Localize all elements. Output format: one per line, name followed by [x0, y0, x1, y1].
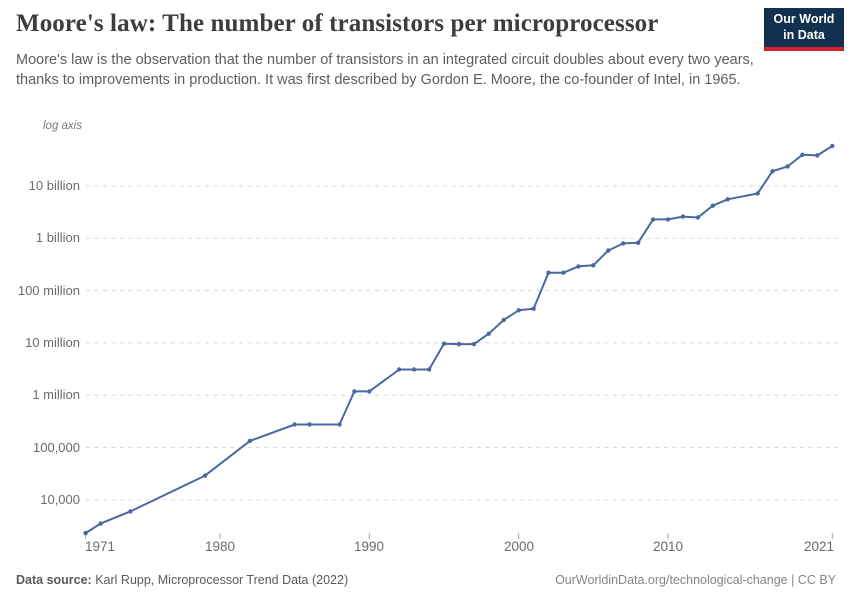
y-axis-labels: 10 billion 1 billion 100 million 10 million… [0, 0, 80, 560]
x-axis-label: 2000 [503, 539, 535, 554]
y-axis-label: 10,000 [40, 492, 80, 507]
data-point-2021[interactable] [830, 143, 835, 149]
data-point-2008[interactable] [635, 240, 641, 245]
owid-logo[interactable]: Our World in Data [764, 8, 844, 51]
data-point-2003[interactable] [561, 270, 566, 275]
footer-license-link[interactable]: OurWorldinData.org/technological-change … [555, 573, 836, 587]
data-point-2004[interactable] [576, 264, 581, 269]
data-source-label: Data source: [16, 573, 92, 587]
data-point-2006[interactable] [606, 248, 611, 253]
chart-subtitle: Moore's law is the observation that the … [16, 52, 754, 88]
data-point-2002[interactable] [546, 270, 551, 275]
data-point-1982[interactable] [247, 438, 253, 444]
data-point-2001[interactable] [531, 306, 536, 311]
data-point-2013[interactable] [710, 203, 715, 208]
data-point-1979[interactable] [202, 473, 208, 478]
y-axis-label: 10 million [25, 335, 80, 350]
data-point-2019[interactable] [800, 152, 805, 157]
data-point-1999[interactable] [501, 317, 506, 323]
data-point-2012[interactable] [695, 215, 701, 220]
data-point-2018[interactable] [785, 164, 790, 169]
data-point-1972[interactable] [98, 521, 103, 526]
x-axis-label: 1990 [353, 539, 385, 554]
log-axis-label: log axis [43, 120, 82, 132]
data-point-1988[interactable] [337, 422, 342, 427]
x-axis-labels: 1971 1980 1990 2000 2010 2021 [0, 539, 850, 559]
chart-title: Moore's law: The number of transistors p… [16, 10, 659, 37]
data-point-2014[interactable] [725, 197, 730, 202]
data-point-1985[interactable] [292, 422, 297, 427]
data-point-2009[interactable] [650, 217, 656, 222]
data-point-2020[interactable] [815, 153, 820, 158]
logo-text-line2: in Data [783, 27, 825, 42]
data-point-1974[interactable] [128, 509, 133, 514]
data-point-1992[interactable] [397, 367, 402, 372]
trend-line [84, 145, 834, 535]
y-axis-label: 100,000 [33, 440, 80, 455]
y-axis-label: 100 million [17, 283, 80, 298]
data-point-2000[interactable] [516, 308, 521, 313]
data-point-2011[interactable] [680, 214, 686, 219]
data-point-1989[interactable] [352, 389, 357, 394]
data-point-1995[interactable] [441, 341, 447, 346]
data-point-1986[interactable] [307, 422, 312, 427]
y-axis-label: 1 million [32, 387, 80, 402]
data-point-2016[interactable] [755, 191, 760, 196]
data-source: Data source: Karl Rupp, Microprocessor T… [16, 573, 348, 587]
data-point-1998[interactable] [486, 331, 491, 336]
data-point-1971[interactable] [83, 530, 88, 536]
x-axis-label: 2021 [803, 539, 835, 554]
data-source-value: Karl Rupp, Microprocessor Trend Data (20… [95, 573, 349, 587]
data-point-1993[interactable] [411, 367, 417, 372]
x-axis-label: 1971 [84, 539, 116, 554]
logo-text-line1: Our World [773, 11, 835, 26]
data-point-1990[interactable] [367, 389, 372, 394]
x-axis-label: 1980 [204, 539, 236, 554]
data-point-1997[interactable] [471, 341, 477, 347]
y-axis-label: 10 billion [28, 178, 80, 193]
data-point-2010[interactable] [665, 217, 671, 222]
y-axis-label: 1 billion [35, 230, 80, 245]
x-axis-label: 2010 [652, 539, 684, 554]
data-point-1996[interactable] [456, 341, 462, 347]
data-point-2017[interactable] [770, 169, 775, 174]
data-point-1994[interactable] [426, 367, 432, 372]
data-point-2007[interactable] [621, 241, 626, 246]
data-point-2005[interactable] [591, 263, 596, 268]
